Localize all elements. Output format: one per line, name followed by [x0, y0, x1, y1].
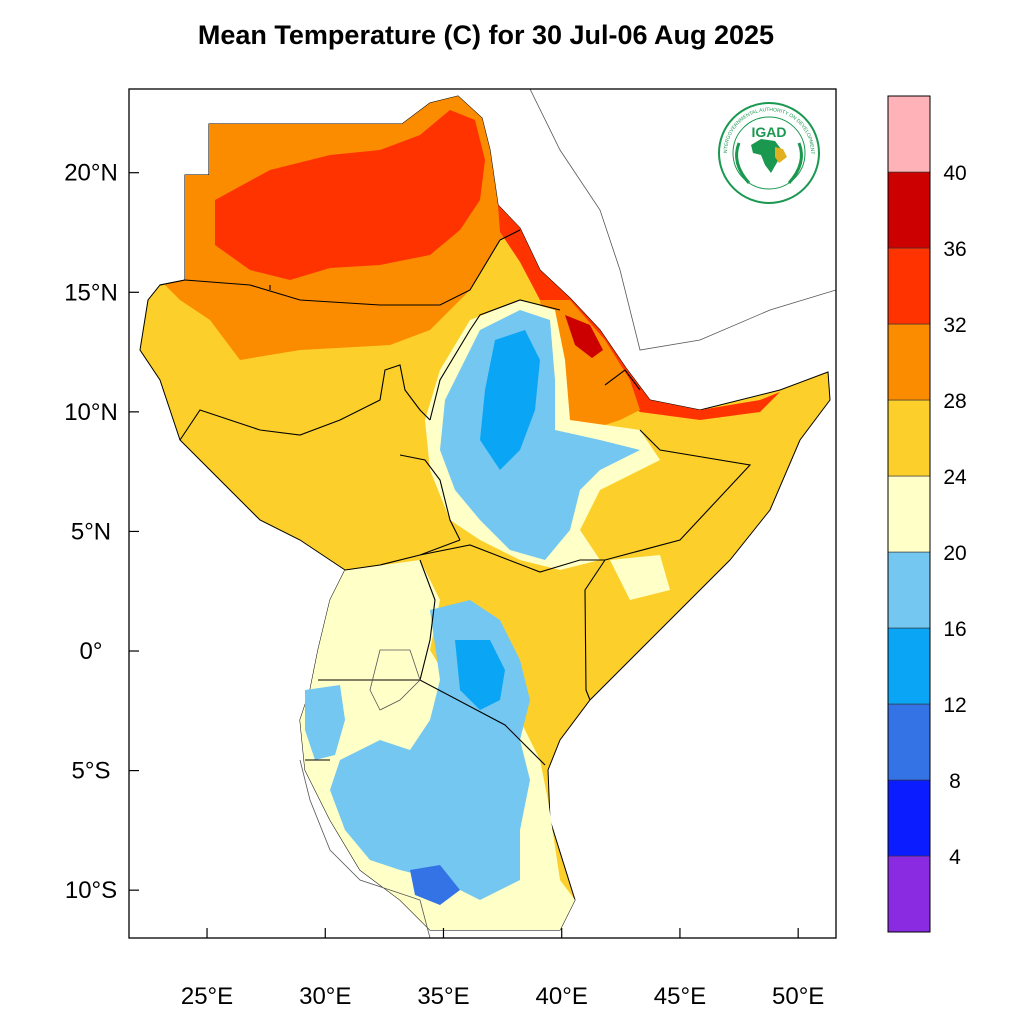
x-tick-label: 50°E — [772, 983, 824, 1010]
y-tick-label: 10°S — [65, 877, 117, 904]
colorbar-bin — [887, 247, 931, 325]
colorbar-bin — [887, 551, 931, 629]
map-title: Mean Temperature (C) for 30 Jul-06 Aug 2… — [198, 20, 774, 50]
colorbar-label: 12 — [943, 694, 966, 717]
logo-laurel-left — [735, 142, 751, 185]
colorbar-label: 28 — [943, 390, 966, 413]
y-tick-label: 5°N — [71, 518, 111, 545]
logo-inner-ring — [732, 116, 806, 190]
logo-horn-shape — [775, 147, 787, 163]
colorbar-label: 4 — [949, 846, 961, 869]
y-tick-label: 20°N — [64, 160, 118, 187]
colorbar-label: 32 — [943, 314, 966, 337]
y-tick-label: 10°N — [64, 399, 118, 426]
logo-title: IGAD — [752, 124, 787, 140]
map-area — [128, 88, 837, 939]
colorbar-frame — [887, 95, 931, 933]
region-sahara-hot — [215, 110, 485, 280]
colorbar-label: 36 — [943, 238, 966, 261]
colorbar-bin — [887, 703, 931, 781]
neighbour-outlines — [299, 89, 836, 938]
colorbar-bin — [887, 323, 931, 401]
colorbar-label: 8 — [949, 770, 961, 793]
map-frame — [128, 88, 837, 939]
colorbar-bin — [887, 627, 931, 705]
igad-logo: IGAD INTERGOVERNMENTAL AUTHORITY ON DEVE… — [718, 102, 820, 204]
colorbar-label: 20 — [943, 542, 966, 565]
logo-laurel-right — [787, 142, 803, 185]
region-afar-hot — [565, 315, 603, 358]
x-tick-label: 40°E — [536, 983, 588, 1010]
x-tick-label: 30°E — [299, 983, 351, 1010]
colorbar-bin — [887, 95, 931, 173]
y-tick-label: 5°S — [72, 758, 111, 785]
region-highlands-colder — [480, 330, 540, 470]
y-tick-label: 0° — [80, 638, 103, 665]
region-somalia-patch — [610, 555, 670, 600]
colorbar-label: 16 — [943, 618, 966, 641]
colorbar-bin — [887, 475, 931, 553]
x-tick-label: 35°E — [417, 983, 469, 1010]
colorbar-bin — [887, 399, 931, 477]
region-plateau-colder — [455, 640, 505, 710]
x-tick-label: 25°E — [181, 983, 233, 1010]
region-lake-tanganyika-cold — [305, 685, 345, 760]
colorbar-bin — [887, 171, 931, 249]
x-tick-label: 45°E — [654, 983, 706, 1010]
y-axis: 20°N 15°N 10°N 5°N 0° 5°S 10°S — [64, 160, 139, 904]
country-borders — [159, 229, 752, 766]
colorbar-bin — [887, 855, 931, 933]
logo-africa-shape — [751, 139, 781, 173]
region-southern-cold — [410, 865, 460, 905]
colorbar-label: 24 — [943, 466, 967, 489]
colorbar-bin — [887, 779, 931, 857]
colorbar-label: 40 — [943, 162, 966, 185]
x-axis: 25°E 30°E 35°E 40°E 45°E 50°E — [181, 928, 824, 1010]
colorbar: 4 8 12 16 20 24 28 32 36 40 — [887, 95, 967, 933]
y-tick-label: 15°N — [64, 279, 118, 306]
